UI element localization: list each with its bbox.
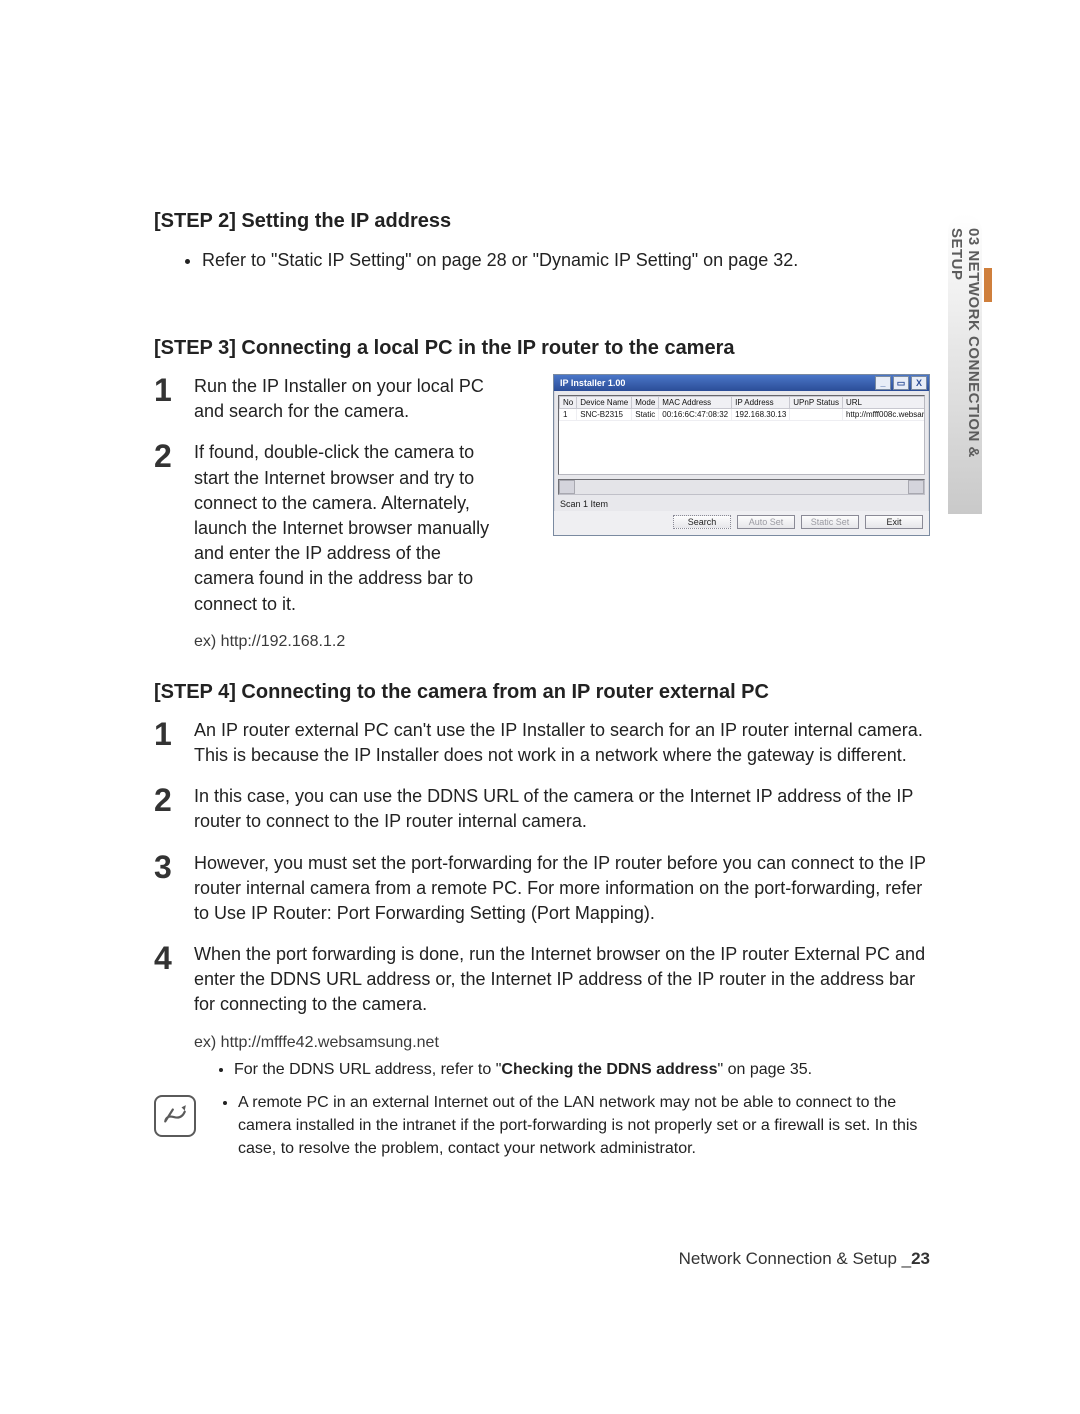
- ip-installer-table-wrap: No Device Name Mode MAC Address IP Addre…: [558, 395, 925, 475]
- page: 03 NETWORK CONNECTION & SETUP [STEP 2] S…: [0, 0, 1080, 1414]
- cell-upnp: [790, 409, 843, 421]
- ddns-ref-pre: For the DDNS URL address, refer to ": [234, 1061, 501, 1078]
- step4-item-1: An IP router external PC can't use the I…: [154, 718, 930, 768]
- step3-text-col: Run the IP Installer on your local PC an…: [154, 374, 494, 651]
- step4-item-3: However, you must set the port-forwardin…: [154, 851, 930, 927]
- col-mode: Mode: [632, 397, 659, 409]
- ip-installer-window: IP Installer 1.00 _ ▭ X No Device Name: [553, 374, 930, 536]
- step3-body: Run the IP Installer on your local PC an…: [154, 374, 930, 651]
- step3-example: ex) http://192.168.1.2: [194, 633, 494, 651]
- step3-item-2: If found, double-click the camera to sta…: [154, 440, 494, 616]
- footer-page-number: 23: [911, 1249, 930, 1268]
- cell-device: SNC-B2315: [577, 409, 632, 421]
- chapter-side-tab-label: 03 NETWORK CONNECTION & SETUP: [948, 228, 982, 514]
- ip-installer-table: No Device Name Mode MAC Address IP Addre…: [559, 396, 925, 421]
- ddns-ref-bold: Checking the DDNS address: [501, 1061, 717, 1078]
- cell-url: http://mfff008c.websamsung.ne: [842, 409, 925, 421]
- step2-heading: [STEP 2] Setting the IP address: [154, 210, 930, 233]
- ddns-ref-post: " on page 35.: [717, 1061, 812, 1078]
- step4-item-2: In this case, you can use the DDNS URL o…: [154, 784, 930, 834]
- auto-set-button[interactable]: Auto Set: [737, 515, 795, 529]
- col-no: No: [560, 397, 577, 409]
- step2-bullet-1: Refer to "Static IP Setting" on page 28 …: [202, 247, 930, 273]
- step3-list: Run the IP Installer on your local PC an…: [154, 374, 494, 617]
- cell-mac: 00:16:6C:47:08:32: [659, 409, 732, 421]
- ip-installer-status: Scan 1 Item: [554, 497, 929, 511]
- cell-ip: 192.168.30.13: [732, 409, 790, 421]
- col-ip: IP Address: [732, 397, 790, 409]
- ip-installer-hscroll[interactable]: [558, 479, 925, 495]
- ddns-ref-list: For the DDNS URL address, refer to "Chec…: [214, 1058, 930, 1081]
- step4-item-4: When the port forwarding is done, run th…: [154, 942, 930, 1018]
- close-icon[interactable]: X: [911, 376, 927, 390]
- window-buttons: _ ▭ X: [875, 376, 927, 390]
- step3-section: [STEP 3] Connecting a local PC in the IP…: [154, 337, 930, 651]
- step4-example: ex) http://mfffe42.websamsung.net: [194, 1034, 930, 1052]
- col-upnp: UPnP Status: [790, 397, 843, 409]
- cell-no: 1: [560, 409, 577, 421]
- note-row: A remote PC in an external Internet out …: [154, 1091, 930, 1161]
- ddns-ref: For the DDNS URL address, refer to "Chec…: [234, 1058, 930, 1081]
- ip-installer-header-row: No Device Name Mode MAC Address IP Addre…: [560, 397, 926, 409]
- step3-item-1: Run the IP Installer on your local PC an…: [154, 374, 494, 424]
- step2-bullets: Refer to "Static IP Setting" on page 28 …: [154, 247, 930, 273]
- note-icon: [154, 1095, 196, 1137]
- cell-mode: Static: [632, 409, 659, 421]
- note-text: A remote PC in an external Internet out …: [238, 1091, 930, 1161]
- footer-section: Network Connection & Setup _: [679, 1249, 911, 1268]
- step4-heading: [STEP 4] Connecting to the camera from a…: [154, 681, 930, 704]
- ip-installer-titlebar: IP Installer 1.00 _ ▭ X: [554, 375, 929, 391]
- minimize-icon[interactable]: _: [875, 376, 891, 390]
- search-button[interactable]: Search: [673, 515, 731, 529]
- ip-installer-row-1[interactable]: 1 SNC-B2315 Static 00:16:6C:47:08:32 192…: [560, 409, 926, 421]
- page-footer: Network Connection & Setup _23: [679, 1249, 930, 1269]
- static-set-button[interactable]: Static Set: [801, 515, 859, 529]
- col-mac: MAC Address: [659, 397, 732, 409]
- step4-section: [STEP 4] Connecting to the camera from a…: [154, 681, 930, 1161]
- chapter-side-accent: [984, 268, 992, 302]
- col-url: URL: [842, 397, 925, 409]
- ip-installer-buttonbar: Search Auto Set Static Set Exit: [554, 511, 929, 535]
- maximize-icon[interactable]: ▭: [893, 376, 909, 390]
- ip-installer-title: IP Installer 1.00: [560, 378, 625, 388]
- note-bullets: A remote PC in an external Internet out …: [218, 1091, 930, 1161]
- chapter-side-tab: 03 NETWORK CONNECTION & SETUP: [948, 214, 982, 514]
- step2-section: [STEP 2] Setting the IP address Refer to…: [154, 210, 930, 273]
- step3-heading: [STEP 3] Connecting a local PC in the IP…: [154, 337, 930, 360]
- step3-image-col: IP Installer 1.00 _ ▭ X No Device Name: [516, 374, 930, 536]
- exit-button[interactable]: Exit: [865, 515, 923, 529]
- step4-list: An IP router external PC can't use the I…: [154, 718, 930, 1018]
- col-device: Device Name: [577, 397, 632, 409]
